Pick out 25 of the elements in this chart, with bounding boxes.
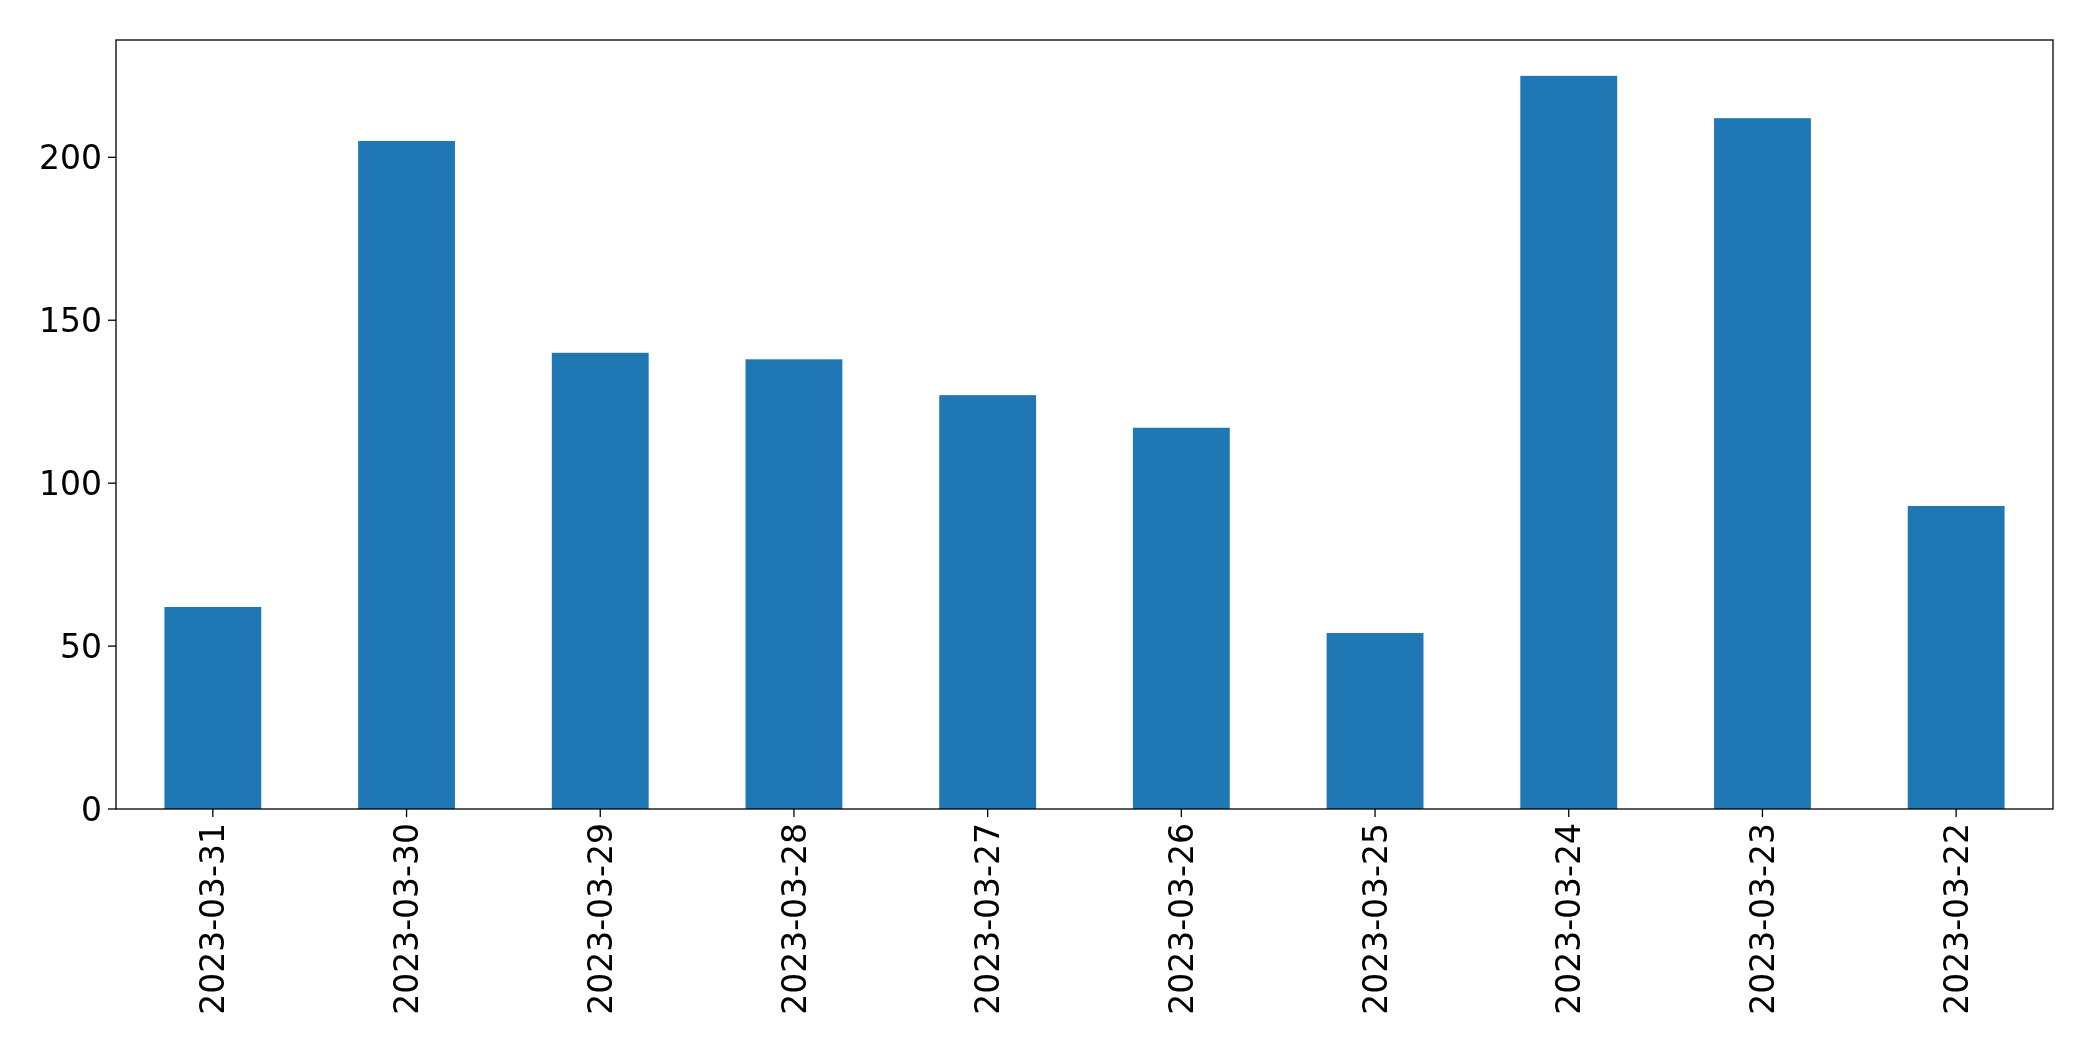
bar xyxy=(164,606,262,809)
bar xyxy=(1520,75,1618,809)
y-tick-label: 100 xyxy=(39,463,102,503)
bar xyxy=(1326,633,1424,809)
x-tick-label: 2023-03-26 xyxy=(1161,823,1201,1015)
y-tick-label: 200 xyxy=(39,137,102,177)
x-tick-label: 2023-03-29 xyxy=(580,823,620,1015)
y-tick-label: 0 xyxy=(81,789,102,829)
x-tick-label: 2023-03-28 xyxy=(774,823,814,1015)
bar xyxy=(1132,427,1230,809)
x-tick-label: 2023-03-31 xyxy=(193,823,233,1015)
x-tick-label: 2023-03-30 xyxy=(387,823,427,1015)
x-tick-label: 2023-03-27 xyxy=(968,823,1008,1015)
x-tick-label: 2023-03-23 xyxy=(1743,823,1782,1015)
x-tick-label: 2023-03-22 xyxy=(1936,823,1976,1015)
x-tick-label: 2023-03-24 xyxy=(1549,823,1589,1015)
x-tick-label: 2023-03-25 xyxy=(1355,823,1395,1015)
bar xyxy=(1714,118,1811,809)
bar xyxy=(745,359,843,809)
y-tick-label: 150 xyxy=(39,300,102,340)
bar xyxy=(551,352,649,809)
y-tick-label: 50 xyxy=(60,626,102,666)
bar xyxy=(358,141,455,809)
bar xyxy=(1907,505,2005,809)
bar xyxy=(939,395,1037,809)
